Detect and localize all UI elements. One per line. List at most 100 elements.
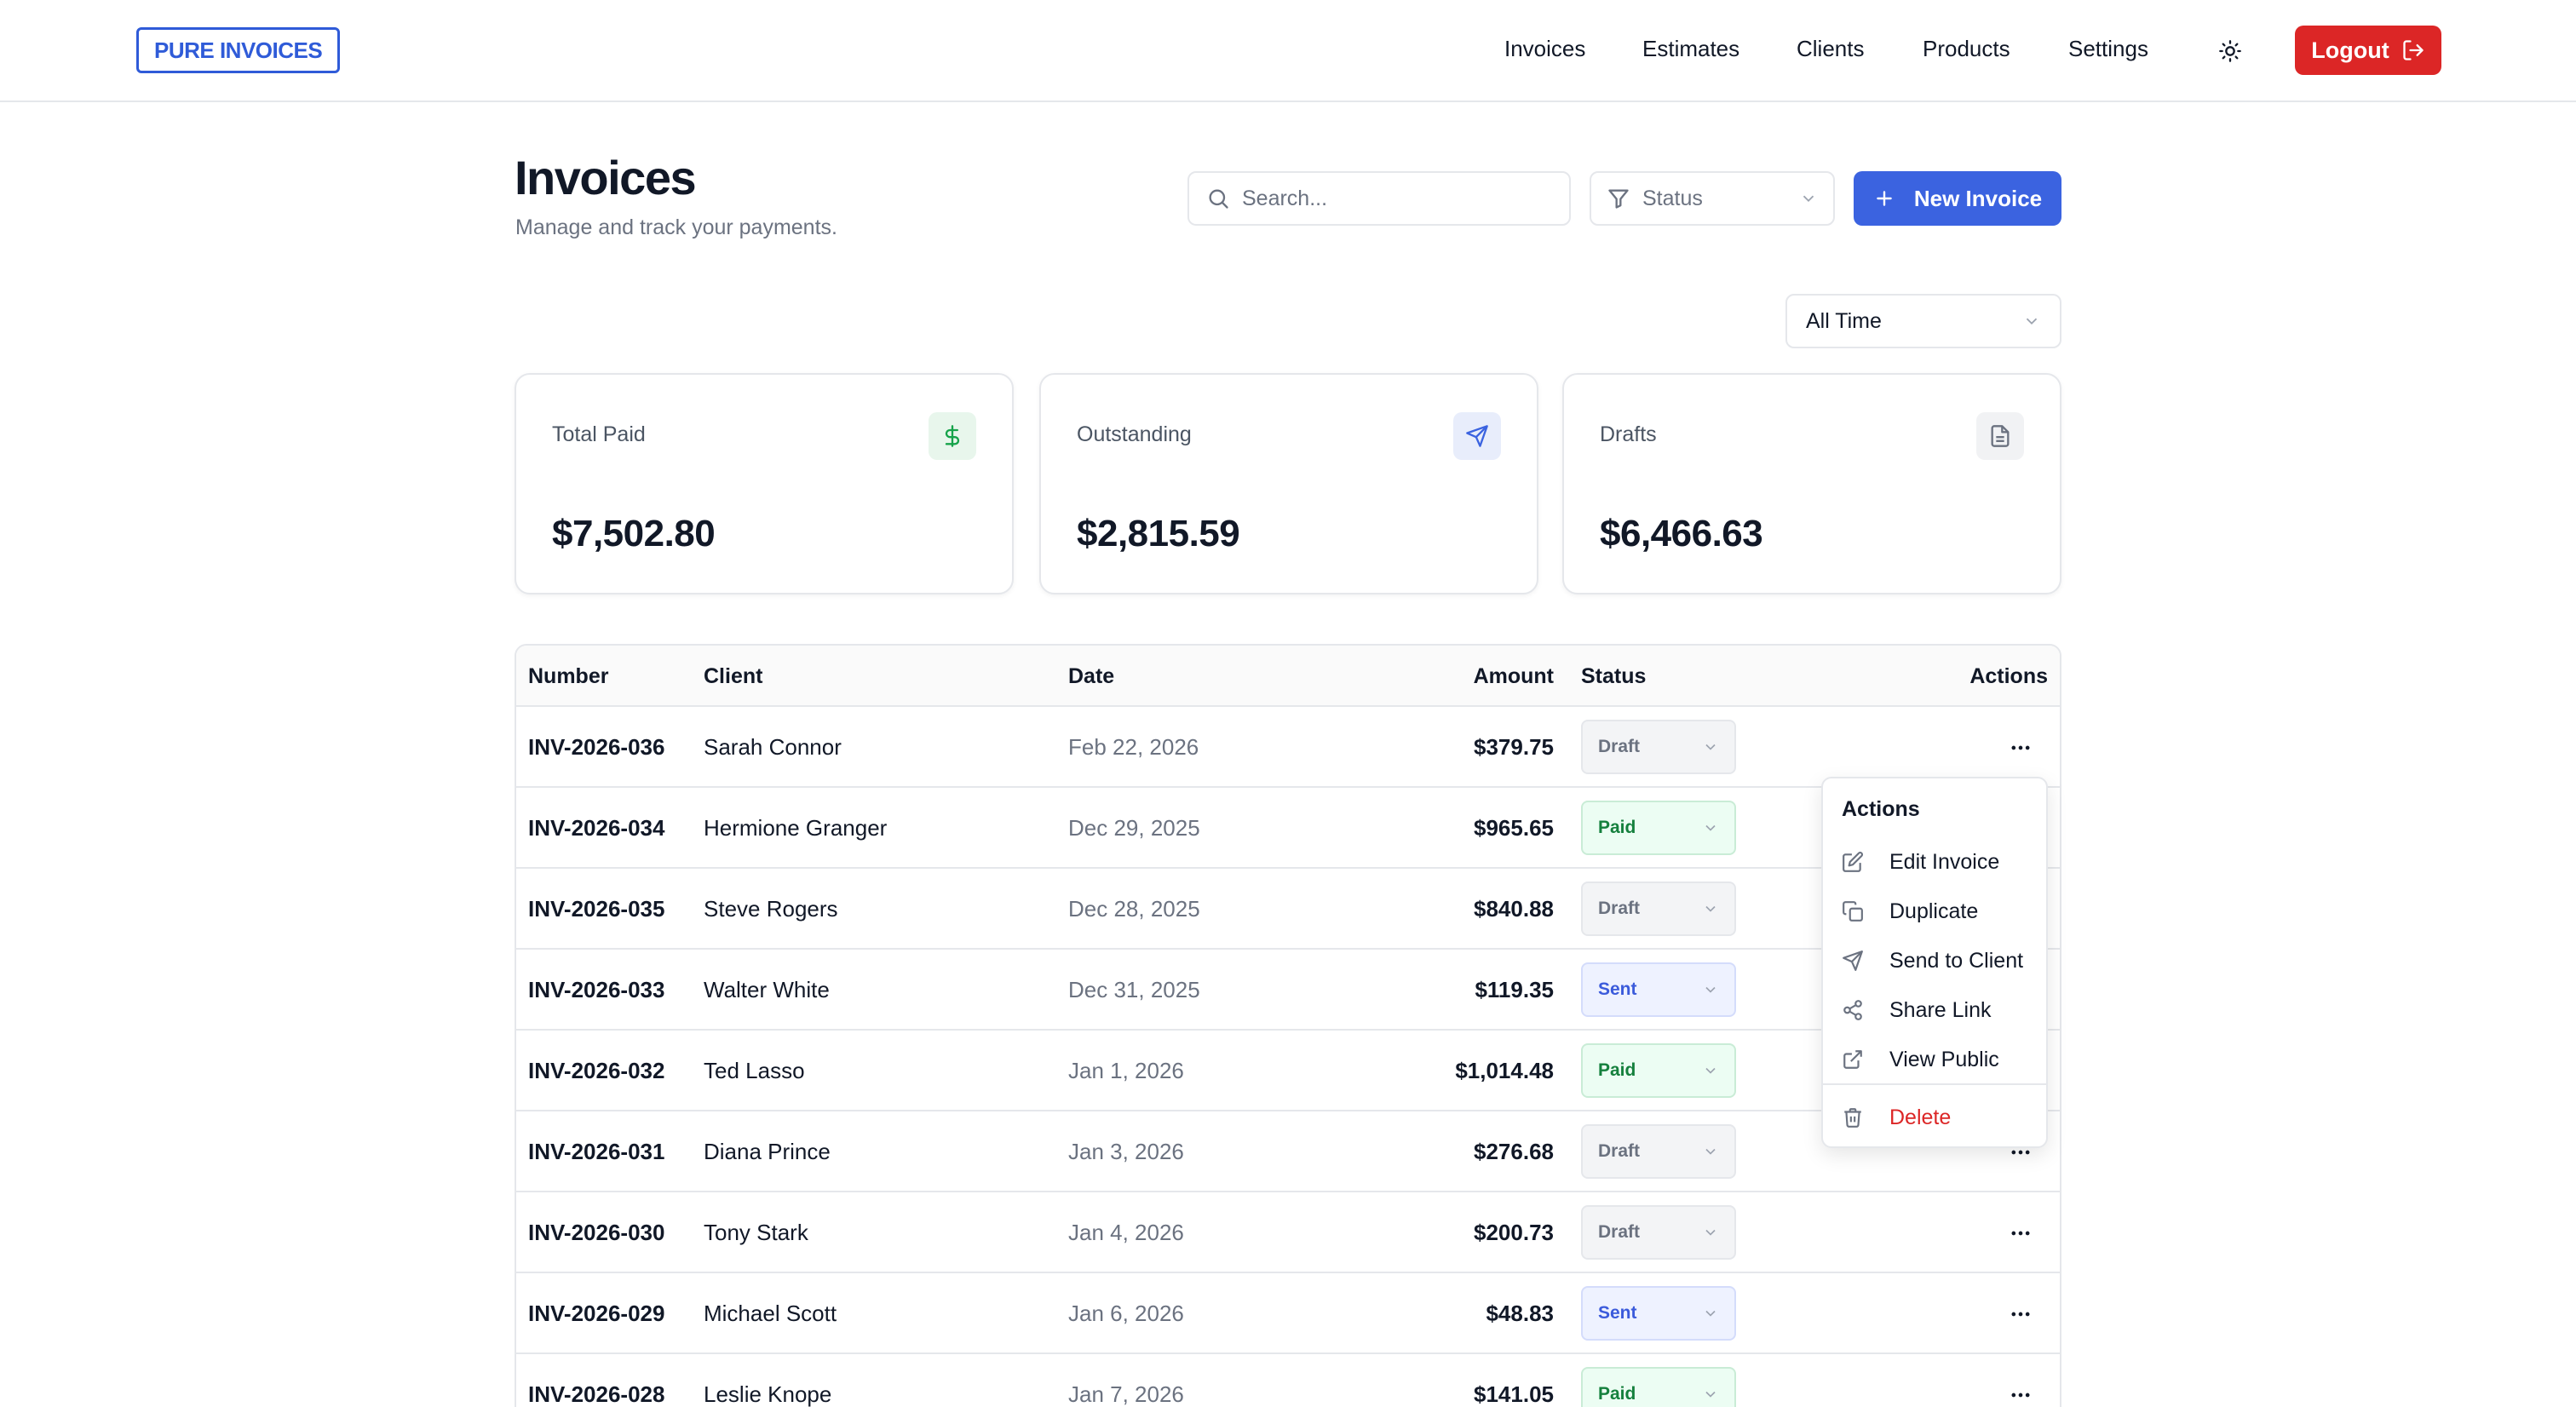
invoice-amount: $1,014.48	[1455, 1058, 1554, 1083]
row-actions-button[interactable]	[2004, 731, 2038, 765]
invoice-number: INV-2026-029	[528, 1301, 665, 1326]
nav-estimates[interactable]: Estimates	[1642, 36, 1740, 61]
search-box[interactable]	[1187, 171, 1571, 226]
status-badge: Draft	[1598, 737, 1641, 756]
edit-icon	[1843, 852, 1863, 872]
nav-invoices[interactable]: Invoices	[1504, 36, 1586, 61]
status-select[interactable]: Paid	[1581, 1367, 1736, 1407]
stat-value: $6,466.63	[1600, 513, 1763, 554]
chevron-down-icon	[1803, 195, 1814, 203]
time-range-select[interactable]: All Time	[1785, 294, 2061, 348]
status-badge: Sent	[1598, 979, 1637, 999]
stat-label: Drafts	[1600, 422, 1657, 446]
nav-products[interactable]: Products	[1923, 36, 2010, 61]
chevron-down-icon	[1705, 1229, 1716, 1236]
invoice-number: INV-2026-036	[528, 734, 665, 760]
send-icon	[1843, 950, 1863, 971]
invoice-amount: $379.75	[1474, 734, 1554, 760]
status-badge: Draft	[1598, 1222, 1641, 1242]
invoices-table: Number Client Date Amount Status Actions…	[515, 644, 2061, 1407]
table-row[interactable]: INV-2026-028 Leslie Knope Jan 7, 2026 $141.…	[516, 1354, 2060, 1407]
row-actions-button[interactable]	[2004, 1135, 2038, 1169]
menu-title: Actions	[1842, 797, 1920, 821]
chevron-down-icon	[1705, 744, 1716, 750]
invoice-date: Dec 29, 2025	[1068, 815, 1200, 841]
stat-card-outstanding: Outstanding $2,815.59	[1039, 373, 1538, 594]
row-actions-button[interactable]	[2004, 1297, 2038, 1331]
row-actions-button[interactable]	[2004, 1216, 2038, 1250]
chevron-down-icon	[1705, 1391, 1716, 1398]
column-header-status: Status	[1581, 664, 1647, 688]
invoice-number: INV-2026-034	[528, 815, 665, 841]
table-row[interactable]: INV-2026-033 Walter White Dec 31, 2025 $119…	[516, 950, 2060, 1031]
invoice-date: Dec 28, 2025	[1068, 896, 1200, 922]
invoice-number: INV-2026-033	[528, 977, 665, 1002]
status-select[interactable]: Paid	[1581, 1043, 1736, 1098]
stat-label: Total Paid	[552, 422, 646, 446]
logout-button[interactable]: Logout	[2295, 26, 2441, 75]
menu-item-send-to-client[interactable]: Send to Client	[1823, 937, 2046, 985]
table-row[interactable]: INV-2026-030 Tony Stark Jan 4, 2026 $200.73…	[516, 1192, 2060, 1273]
status-select[interactable]: Draft	[1581, 1205, 1736, 1260]
table-row[interactable]: INV-2026-035 Steve Rogers Dec 28, 2025 $840…	[516, 869, 2060, 950]
more-horizontal-icon	[2011, 1150, 2030, 1155]
status-badge: Paid	[1598, 1060, 1636, 1080]
invoice-amount: $119.35	[1475, 977, 1554, 1002]
client-name: Walter White	[704, 977, 830, 1002]
nav-settings[interactable]: Settings	[2068, 36, 2148, 61]
nav-clients[interactable]: Clients	[1797, 36, 1865, 61]
invoice-number: INV-2026-028	[528, 1381, 665, 1407]
brand-logo[interactable]: PURE INVOICES	[136, 27, 341, 73]
sun-icon	[2219, 40, 2241, 62]
status-filter-label: Status	[1642, 186, 1703, 210]
chevron-down-icon	[1705, 1148, 1716, 1155]
share-icon	[1843, 1000, 1862, 1020]
top-navbar: PURE INVOICES Invoices Estimates Clients…	[0, 0, 2576, 102]
status-select[interactable]: Draft	[1581, 720, 1736, 774]
logout-icon	[2403, 40, 2424, 60]
trash-icon	[1844, 1108, 1861, 1128]
status-select[interactable]: Draft	[1581, 1124, 1736, 1179]
row-actions-button[interactable]	[2004, 1378, 2038, 1407]
client-name: Sarah Connor	[704, 734, 842, 760]
status-badge: Draft	[1598, 899, 1641, 918]
search-input[interactable]	[1242, 186, 1549, 211]
client-name: Ted Lasso	[704, 1058, 805, 1083]
status-select[interactable]: Paid	[1581, 801, 1736, 855]
table-row[interactable]: INV-2026-029 Michael Scott Jan 6, 2026 $48.…	[516, 1273, 2060, 1354]
column-header-actions: Actions	[1969, 664, 2048, 688]
menu-item-label: Send to Client	[1889, 948, 2024, 973]
menu-item-delete[interactable]: Delete	[1823, 1094, 2046, 1141]
menu-item-view-public[interactable]: View Public	[1823, 1036, 2046, 1083]
external-link-icon	[1843, 1050, 1862, 1069]
document-icon	[1976, 412, 2024, 460]
row-actions-menu: Actions Edit Invoice Duplicate Send to C…	[1821, 777, 2048, 1148]
client-name: Tony Stark	[704, 1220, 808, 1245]
status-badge: Paid	[1598, 818, 1636, 837]
theme-toggle-button[interactable]	[2213, 34, 2247, 68]
page-title: Invoices	[515, 151, 697, 204]
menu-item-label: Delete	[1889, 1105, 1952, 1129]
stat-card-total-paid: Total Paid $7,502.80	[515, 373, 1014, 594]
menu-item-label: Duplicate	[1889, 899, 1979, 923]
table-row[interactable]: INV-2026-031 Diana Prince Jan 3, 2026 $276.…	[516, 1111, 2060, 1192]
new-invoice-button[interactable]: New Invoice	[1854, 171, 2061, 226]
status-select[interactable]: Draft	[1581, 882, 1736, 936]
column-header-date: Date	[1068, 664, 1115, 688]
more-horizontal-icon	[2011, 1393, 2030, 1398]
chevron-down-icon	[1705, 1310, 1716, 1317]
menu-item-edit-invoice[interactable]: Edit Invoice	[1823, 838, 2046, 886]
table-row[interactable]: INV-2026-034 Hermione Granger Dec 29, 2025…	[516, 788, 2060, 869]
invoice-amount: $200.73	[1474, 1220, 1554, 1245]
menu-item-share-link[interactable]: Share Link	[1823, 986, 2046, 1034]
new-invoice-label: New Invoice	[1913, 185, 2043, 211]
client-name: Michael Scott	[704, 1301, 837, 1326]
stat-value: $2,815.59	[1077, 513, 1240, 554]
table-row[interactable]: INV-2026-036 Sarah Connor Feb 22, 2026 $379…	[516, 707, 2060, 788]
table-row[interactable]: INV-2026-032 Ted Lasso Jan 1, 2026 $1,014.4…	[516, 1031, 2060, 1111]
status-select[interactable]: Sent	[1581, 962, 1736, 1017]
status-filter-select[interactable]: Status	[1590, 171, 1835, 226]
status-select[interactable]: Sent	[1581, 1286, 1736, 1341]
more-horizontal-icon	[2011, 1312, 2030, 1317]
menu-item-duplicate[interactable]: Duplicate	[1823, 887, 2046, 935]
